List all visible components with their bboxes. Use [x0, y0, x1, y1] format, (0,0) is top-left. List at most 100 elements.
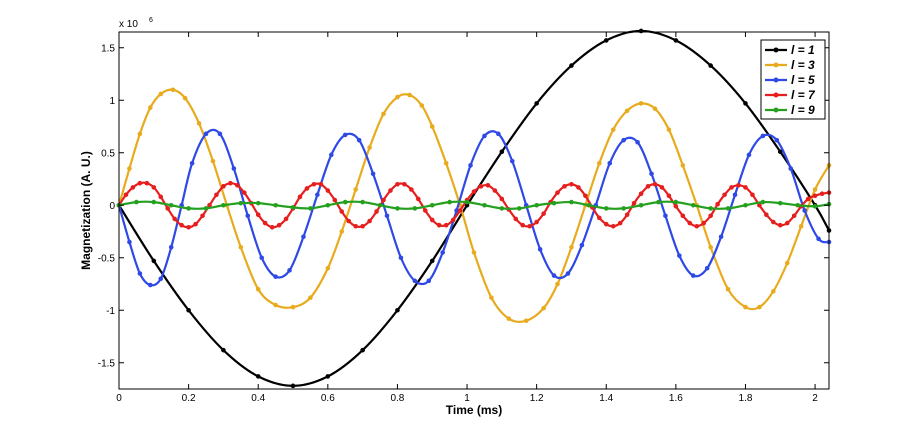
data-point: [134, 199, 139, 205]
data-point: [170, 87, 176, 93]
data-point: [805, 196, 811, 202]
data-point: [443, 222, 449, 228]
data-point: [771, 219, 776, 225]
data-point: [760, 199, 766, 205]
data-point: [315, 192, 320, 198]
data-point: [217, 131, 223, 137]
data-point: [677, 253, 682, 258]
data-point: [402, 181, 407, 187]
data-point: [673, 199, 679, 205]
data-point: [304, 186, 310, 191]
data-point: [360, 199, 365, 205]
data-point: [743, 304, 748, 310]
data-point: [795, 202, 800, 208]
data-point: [722, 192, 727, 198]
data-point: [346, 218, 352, 224]
data-point: [342, 132, 348, 138]
data-point: [621, 137, 626, 143]
data-point: [708, 213, 713, 219]
legend-item: l = 5: [765, 73, 815, 87]
y-tick-label: -1.5: [98, 358, 116, 369]
data-point: [367, 218, 372, 224]
data-point: [816, 236, 821, 242]
data-point: [241, 190, 247, 195]
data-point: [680, 213, 686, 219]
data-point: [617, 220, 623, 226]
data-point: [666, 193, 672, 199]
data-point: [471, 250, 477, 255]
data-point: [506, 316, 512, 321]
data-point: [496, 131, 501, 137]
data-point: [221, 347, 226, 353]
data-point: [356, 137, 362, 143]
legend-item: l = 3: [765, 58, 815, 72]
data-point: [127, 239, 132, 245]
legend-label: l = 3: [791, 58, 815, 72]
data-point: [308, 206, 313, 211]
data-point: [607, 160, 613, 166]
data-point: [412, 278, 418, 284]
data-point: [436, 222, 442, 228]
data-point: [283, 216, 289, 222]
data-point: [680, 163, 686, 168]
data-point: [398, 255, 404, 261]
data-point: [329, 152, 334, 158]
data-point: [457, 208, 463, 213]
data-point: [290, 383, 296, 389]
data-point: [221, 202, 226, 208]
y-exponent-power: 6: [149, 17, 153, 24]
data-point: [516, 206, 522, 211]
data-point: [687, 220, 693, 226]
data-point: [412, 206, 418, 211]
data-point: [569, 63, 574, 68]
data-point: [746, 152, 752, 158]
data-point: [151, 258, 157, 264]
legend-item: l = 9: [765, 103, 815, 117]
data-point: [238, 244, 244, 250]
data-point: [259, 255, 265, 261]
data-point: [144, 180, 150, 186]
data-point: [541, 211, 546, 216]
data-point: [725, 206, 731, 211]
data-point: [353, 223, 358, 229]
data-point: [812, 193, 818, 199]
data-point: [788, 166, 794, 171]
data-point: [179, 222, 184, 228]
data-point: [384, 213, 390, 219]
data-point: [158, 91, 164, 97]
data-point: [812, 187, 818, 192]
data-point: [429, 217, 435, 223]
data-point: [228, 180, 233, 186]
data-point: [290, 304, 296, 310]
x-axis: 0 0.2 0.4 0.6 0.8 1 1.2 1.4 1.6 1.8 2: [116, 32, 818, 404]
data-point: [631, 200, 637, 206]
data-point: [468, 163, 473, 168]
data-point: [729, 185, 734, 190]
y-tick-label: -0.5: [98, 253, 116, 264]
legend-label: l = 5: [791, 73, 815, 87]
series-l7: [116, 180, 832, 230]
data-point: [214, 192, 219, 198]
data-point: [764, 212, 769, 217]
data-point: [186, 225, 191, 230]
data-point: [454, 208, 459, 213]
data-point: [596, 215, 602, 221]
data-point: [360, 347, 365, 353]
data-point: [137, 180, 143, 186]
data-point: [624, 212, 630, 217]
data-point: [395, 206, 400, 211]
data-point: [704, 265, 710, 271]
data-point: [158, 194, 164, 200]
series-l3: [116, 87, 832, 324]
data-point: [784, 260, 790, 266]
data-point: [802, 208, 807, 213]
data-point: [395, 307, 400, 313]
data-point: [562, 184, 567, 189]
x-axis-title: Time (ms): [446, 403, 502, 417]
data-point: [663, 213, 668, 219]
plot-area-frame: [118, 31, 830, 390]
data-point: [429, 124, 435, 129]
data-point: [168, 244, 174, 250]
y-axis-title: Magnetization (A. U.): [79, 151, 93, 270]
data-point: [151, 185, 157, 190]
